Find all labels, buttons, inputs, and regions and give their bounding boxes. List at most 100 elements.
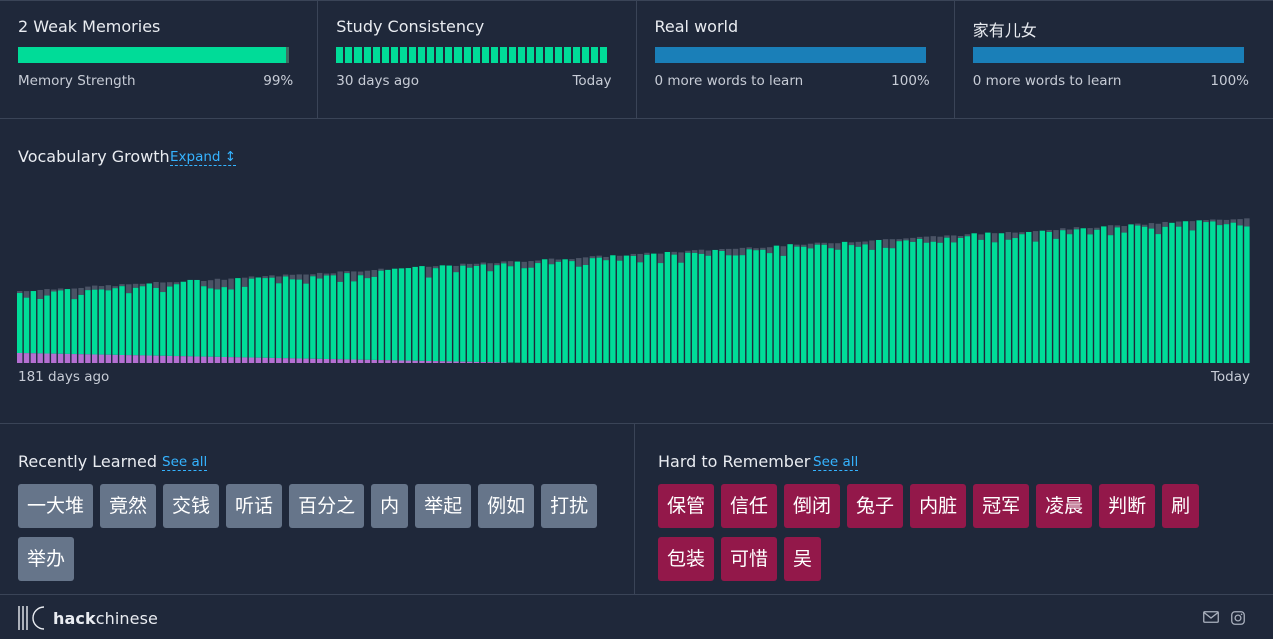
growth-bar: [426, 266, 432, 363]
instagram-icon[interactable]: [1231, 611, 1245, 625]
growth-bar-new-segment: [173, 356, 180, 363]
growth-bar: [1114, 225, 1121, 363]
recent-word-chip[interactable]: 例如: [478, 484, 535, 528]
growth-bar-weak-segment: [119, 284, 125, 287]
stat-real-world[interactable]: Real world 0 more words to learn 100%: [637, 1, 955, 119]
growth-bar-known-segment: [753, 250, 759, 363]
growth-bar-known-segment: [1012, 238, 1018, 363]
growth-bar: [269, 275, 275, 363]
growth-bar: [1223, 219, 1230, 363]
hard-word-chip[interactable]: 吴: [784, 537, 822, 581]
growth-bar-known-segment: [991, 242, 998, 363]
recently-learned-see-all-link[interactable]: See all: [162, 454, 208, 471]
growth-bar-known-segment: [64, 289, 71, 354]
growth-bar: [37, 289, 43, 363]
growth-bar-known-segment: [1203, 222, 1209, 363]
growth-bar-weak-segment: [262, 276, 268, 279]
growth-bar-known-segment: [112, 288, 118, 355]
growth-bar-new-segment: [330, 359, 337, 363]
growth-bar-known-segment: [1073, 229, 1080, 363]
growth-bar: [494, 263, 500, 363]
recent-word-chip[interactable]: 一大堆: [18, 484, 94, 528]
growth-bar-weak-segment: [678, 252, 684, 263]
recent-word-chip[interactable]: 打扰: [541, 484, 598, 528]
growth-bar-weak-segment: [282, 274, 289, 277]
growth-bar-weak-segment: [378, 268, 384, 271]
growth-bar-weak-segment: [957, 236, 964, 238]
growth-bar-known-segment: [241, 286, 248, 358]
growth-bar: [1073, 227, 1080, 363]
growth-bar-weak-segment: [1135, 223, 1141, 226]
growth-bar-known-segment: [1121, 232, 1127, 363]
growth-bar: [119, 284, 125, 363]
growth-bar-known-segment: [862, 244, 868, 363]
hard-word-chip[interactable]: 包装: [658, 537, 715, 581]
hard-word-chip[interactable]: 保管: [658, 484, 715, 528]
hard-word-chip[interactable]: 兔子: [847, 484, 904, 528]
recent-word-chip[interactable]: 百分之: [289, 484, 365, 528]
hard-word-chip[interactable]: 内脏: [910, 484, 967, 528]
growth-bar-weak-segment: [705, 250, 712, 256]
recent-word-chip[interactable]: 举办: [18, 537, 75, 581]
stat-jia-you-er-nv[interactable]: 家有儿女 0 more words to learn 100%: [955, 1, 1273, 119]
growth-bar: [671, 251, 677, 363]
growth-bar-weak-segment: [1148, 223, 1155, 229]
growth-bar-weak-segment: [691, 250, 698, 253]
growth-bar-known-segment: [957, 238, 964, 363]
hard-word-chip[interactable]: 凌晨: [1036, 484, 1093, 528]
growth-bar: [1066, 229, 1073, 363]
growth-bar-weak-segment: [951, 235, 957, 243]
growth-bar: [17, 291, 23, 363]
expand-link[interactable]: Expand ↕: [170, 149, 237, 166]
growth-bar-known-segment: [330, 275, 337, 360]
growth-bar-weak-segment: [207, 280, 214, 289]
growth-bar: [637, 253, 643, 363]
hard-word-chip[interactable]: 可惜: [721, 537, 778, 581]
hard-word-chip[interactable]: 判断: [1099, 484, 1156, 528]
growth-bar-new-segment: [194, 356, 200, 363]
hard-word-chip[interactable]: 倒闭: [784, 484, 841, 528]
hard-word-chip[interactable]: 刷: [1162, 484, 1200, 528]
recent-word-chip[interactable]: 交钱: [163, 484, 220, 528]
growth-bar: [957, 236, 964, 363]
growth-bar-known-segment: [521, 268, 527, 363]
hard-word-chip[interactable]: 冠军: [973, 484, 1030, 528]
growth-bar: [323, 273, 330, 363]
consistency-day-segment: [381, 47, 389, 63]
growth-bar-weak-segment: [603, 256, 609, 261]
growth-bar-known-segment: [78, 294, 84, 355]
growth-bar-weak-segment: [889, 239, 896, 249]
growth-bar-weak-segment: [1121, 226, 1127, 233]
growth-bar-known-segment: [201, 286, 207, 357]
stat-left-label: 30 days ago: [336, 73, 419, 89]
growth-bar-new-segment: [57, 353, 64, 363]
growth-bar-new-segment: [344, 359, 350, 363]
growth-bar-known-segment: [17, 293, 23, 353]
hackchinese-logo[interactable]: hackchinese: [17, 604, 158, 632]
growth-bar: [466, 263, 473, 363]
growth-bar: [105, 285, 112, 363]
recent-word-chip[interactable]: 举起: [415, 484, 472, 528]
growth-bar-new-segment: [153, 355, 159, 363]
growth-bar-known-segment: [310, 276, 316, 359]
growth-bar: [528, 261, 534, 363]
growth-bar-weak-segment: [487, 263, 493, 272]
stat-study-consistency[interactable]: Study Consistency 30 days ago Today: [318, 1, 637, 119]
growth-bar: [562, 259, 568, 363]
growth-bar-weak-segment: [1066, 229, 1073, 235]
growth-bar-weak-segment: [862, 241, 868, 245]
recent-word-chip[interactable]: 竟然: [100, 484, 157, 528]
growth-bar: [91, 285, 98, 363]
growth-bar-known-segment: [1128, 224, 1134, 363]
mail-icon[interactable]: [1203, 611, 1219, 623]
hard-word-chip[interactable]: 信任: [721, 484, 778, 528]
growth-bar-new-segment: [398, 360, 405, 363]
growth-bar: [814, 242, 821, 363]
hard-to-remember-see-all-link[interactable]: See all: [813, 454, 859, 471]
recent-word-chip[interactable]: 听话: [226, 484, 283, 528]
stat-weak-memories[interactable]: 2 Weak Memories Memory Strength 99%: [0, 1, 319, 119]
growth-bar: [385, 269, 391, 363]
recent-word-chip[interactable]: 内: [371, 484, 409, 528]
growth-bar-known-segment: [664, 251, 671, 363]
growth-bar: [889, 239, 896, 363]
